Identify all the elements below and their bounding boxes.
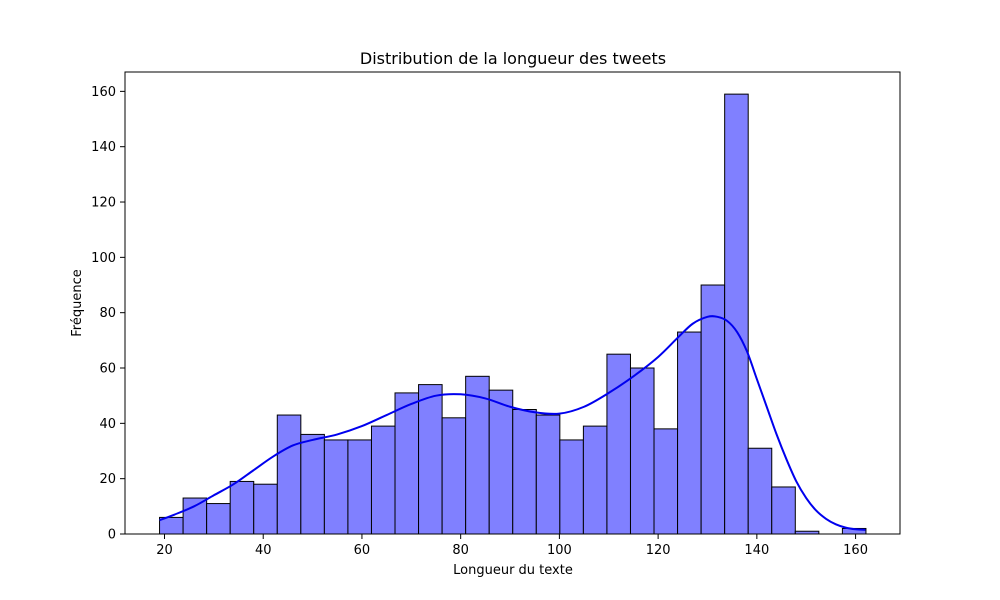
y-axis-ticks: 0 20 40 60 80 100 120 140 160	[91, 85, 125, 543]
x-axis-title: Longueur du texte	[453, 563, 573, 578]
histogram-bar	[323, 439, 349, 535]
x-tick-label: 80	[452, 543, 469, 558]
y-tick-label: 80	[99, 306, 116, 321]
histogram-bar	[535, 414, 561, 535]
plot-frame	[124, 71, 901, 535]
histogram-bar	[441, 417, 467, 535]
histogram-bar	[582, 425, 608, 535]
chart-title: Distribution de la longueur des tweets	[360, 49, 666, 68]
histogram-bar	[300, 433, 325, 535]
bars-group	[159, 93, 867, 535]
histogram-bar	[206, 503, 231, 535]
histogram-bar	[229, 480, 255, 535]
y-tick-label: 140	[91, 140, 116, 155]
y-tick-label: 160	[91, 85, 116, 100]
histogram-bar	[418, 384, 443, 535]
x-tick-label: 120	[646, 543, 671, 558]
histogram-bar	[370, 425, 396, 535]
histogram-bar	[465, 375, 490, 535]
x-tick-label: 60	[354, 543, 371, 558]
histogram-bar	[724, 93, 749, 535]
histogram-bar	[512, 409, 537, 535]
x-tick-label: 100	[547, 543, 572, 558]
x-tick-label: 20	[156, 543, 173, 558]
y-tick-label: 100	[91, 251, 116, 266]
histogram-bar	[276, 414, 302, 535]
histogram-bar	[559, 439, 584, 535]
histogram-bar	[253, 483, 278, 535]
y-tick-label: 20	[99, 472, 116, 487]
histogram-bar	[700, 284, 726, 535]
histogram-bar	[182, 497, 208, 535]
x-tick-label: 140	[744, 543, 769, 558]
histogram-bar	[394, 392, 420, 535]
y-tick-label: 120	[91, 196, 116, 211]
x-tick-label: 160	[843, 543, 868, 558]
histogram-bar	[347, 439, 372, 535]
histogram-bar	[747, 447, 773, 535]
histogram-bar	[677, 331, 702, 535]
y-axis-title: Fréquence	[70, 269, 85, 336]
histogram-bar	[629, 367, 655, 535]
histogram-bar	[771, 486, 796, 535]
kde-line	[159, 315, 866, 531]
y-tick-label: 60	[99, 362, 116, 377]
x-axis-ticks: 20 40 60 80 100 120 140 160	[156, 534, 868, 558]
histogram-bar	[488, 389, 514, 535]
x-tick-label: 40	[255, 543, 272, 558]
y-tick-label: 0	[108, 528, 116, 543]
kde-group	[159, 315, 866, 531]
histogram-bar	[653, 428, 679, 535]
y-tick-label: 40	[99, 417, 116, 432]
